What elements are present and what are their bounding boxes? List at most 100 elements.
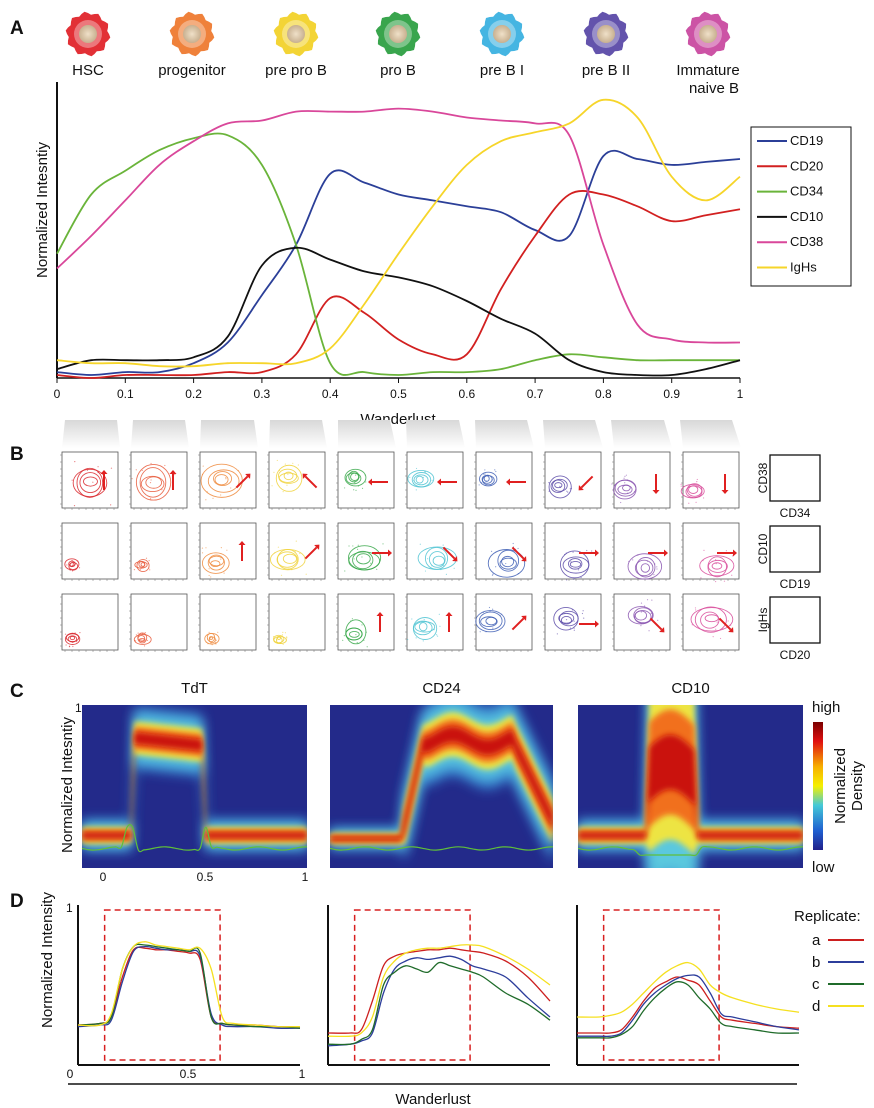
event-dot xyxy=(715,563,717,565)
arrow-head xyxy=(721,490,729,494)
contour-line xyxy=(207,469,240,493)
connector-shape xyxy=(406,420,465,448)
event-dot xyxy=(284,463,286,465)
connector-shape xyxy=(338,420,396,448)
event-dot xyxy=(680,483,682,485)
panel-d-xtick-2: 1 xyxy=(299,1067,306,1081)
panel-d-ytick: 1 xyxy=(66,901,73,915)
event-dot xyxy=(492,573,494,575)
event-dot xyxy=(495,566,497,568)
panel-c-heatmaps: TdT CD24 CD10 xyxy=(81,680,804,868)
flow-plot-r1-c0 xyxy=(60,522,119,581)
connector-shape xyxy=(543,420,603,448)
event-dot xyxy=(427,558,429,560)
event-dot xyxy=(356,548,359,550)
event-dot xyxy=(148,567,150,569)
event-dot xyxy=(146,639,149,642)
contour-line xyxy=(613,479,637,500)
contour-line xyxy=(352,550,374,570)
contour-line xyxy=(413,620,433,636)
replicate-label-a: a xyxy=(812,932,821,949)
event-dot xyxy=(376,568,378,570)
series-line-cd38 xyxy=(56,107,741,344)
event-dot xyxy=(210,576,212,578)
flow-plot-r2-c8 xyxy=(612,593,671,652)
event-dot xyxy=(294,551,296,553)
panel-d-xtick-1: 0.5 xyxy=(180,1067,197,1081)
event-dot xyxy=(77,560,79,562)
flow-plot-frame xyxy=(268,593,326,651)
heatmap-title-1: CD24 xyxy=(422,680,460,697)
contour-line xyxy=(569,561,582,568)
event-dot xyxy=(422,476,424,479)
contour-line xyxy=(136,559,150,573)
flow-plot-r2-c2 xyxy=(198,593,257,652)
event-dot xyxy=(512,542,514,545)
arrow-head xyxy=(652,490,660,494)
axis-key-y-2: IgHs xyxy=(756,608,770,633)
event-dot xyxy=(413,480,415,482)
event-dot xyxy=(225,478,227,480)
event-dot xyxy=(433,629,435,631)
event-dot xyxy=(573,627,575,629)
flow-plot-r0-c4 xyxy=(336,451,395,510)
event-dot xyxy=(716,621,718,623)
flow-plot-r0-c7 xyxy=(543,451,602,510)
flow-plot-r2-c7 xyxy=(543,593,602,652)
arrow-head xyxy=(728,627,734,633)
contour-line xyxy=(554,482,563,489)
flow-plot-r0-c6 xyxy=(474,451,533,510)
event-dot xyxy=(485,480,487,482)
event-dot xyxy=(205,499,207,501)
event-dot xyxy=(488,606,491,609)
event-dot xyxy=(355,489,357,491)
event-dot xyxy=(591,550,593,552)
median-trace xyxy=(577,845,804,857)
flow-plot-frame xyxy=(337,451,395,509)
contour-line xyxy=(69,635,76,641)
contour-line xyxy=(627,606,654,625)
replicate-line-c xyxy=(576,981,800,1039)
flow-plot-r2-c0 xyxy=(60,593,119,652)
event-dot xyxy=(85,484,87,486)
event-dot xyxy=(68,646,71,648)
flow-plot-frame xyxy=(337,522,395,580)
contour-line xyxy=(688,485,699,494)
event-dot xyxy=(281,634,284,636)
event-dot xyxy=(282,631,284,633)
event-dot xyxy=(149,482,152,484)
cell-nucleus-icon xyxy=(287,25,305,43)
contour-line xyxy=(479,471,498,487)
event-dot xyxy=(164,464,166,467)
event-dot xyxy=(650,612,652,615)
event-dot xyxy=(382,543,384,545)
event-dot xyxy=(72,641,74,644)
connector-shape xyxy=(611,420,672,448)
event-dot xyxy=(627,492,629,494)
arrow-head xyxy=(376,612,384,616)
cell-nucleus-icon xyxy=(597,25,615,43)
event-dot xyxy=(295,540,297,542)
connector-shape xyxy=(131,420,189,448)
event-dot xyxy=(505,562,507,565)
contour-line xyxy=(208,555,225,567)
panel-a-ylabel: Normalized Intesntiy xyxy=(34,142,51,278)
event-dot xyxy=(423,619,425,621)
stage-label-6: Immature xyxy=(676,62,739,79)
event-dot xyxy=(365,631,367,633)
flow-plot-r1-c4 xyxy=(336,522,395,581)
flow-plot-r0-c9 xyxy=(680,451,740,510)
event-dot xyxy=(489,610,491,612)
colorbar-label-2: Density xyxy=(849,760,866,811)
axis-key-box-0 xyxy=(769,454,821,502)
replicate-line-d xyxy=(576,961,800,1018)
event-dot xyxy=(483,473,485,475)
flow-plot-frame xyxy=(475,451,533,509)
panel-d-subplots xyxy=(77,905,800,1066)
panel-a-xtick-1: 0.1 xyxy=(117,387,134,401)
event-dot xyxy=(567,491,569,493)
event-dot xyxy=(626,479,628,481)
axis-key-box-2 xyxy=(769,596,821,644)
panel-d-xtick-0: 0 xyxy=(67,1067,74,1081)
